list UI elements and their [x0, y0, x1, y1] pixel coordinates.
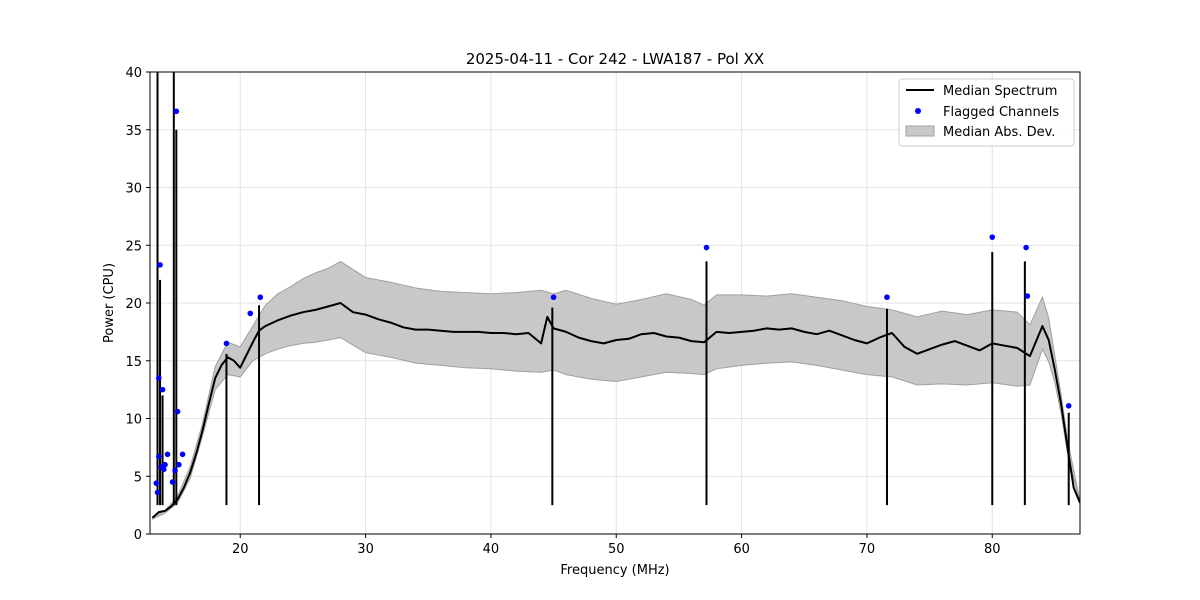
- flagged-channel-point: [172, 467, 178, 474]
- y-tick-label: 20: [125, 297, 142, 312]
- x-axis-ticks: 20 30 40 50 60 70 80: [232, 534, 1001, 557]
- y-tick-label: 30: [125, 182, 142, 197]
- legend-median-label: Median Spectrum: [943, 84, 1057, 99]
- y-tick-label: 5: [134, 470, 142, 485]
- y-tick-label: 15: [125, 355, 142, 370]
- x-axis-label: Frequency (MHz): [560, 563, 669, 578]
- y-tick-label: 40: [125, 66, 142, 81]
- flagged-channel-point: [703, 244, 710, 251]
- flagged-channel-point: [223, 340, 230, 347]
- legend-flagged-swatch: [915, 108, 921, 114]
- chart-title: 2025-04-11 - Cor 242 - LWA187 - Pol XX: [466, 50, 764, 68]
- x-tick-label: 60: [733, 542, 750, 557]
- flagged-channel-point: [169, 479, 176, 485]
- flagged-channel-point: [989, 234, 996, 240]
- flagged-channel-point: [155, 453, 162, 460]
- flagged-channel-point: [173, 108, 180, 115]
- y-tick-label: 10: [125, 413, 142, 428]
- flagged-channel-point: [164, 451, 171, 458]
- y-axis-ticks: 0 5 10 15 20 25 30 35 40: [125, 66, 150, 543]
- flagged-channel-point: [1023, 244, 1029, 251]
- flagged-channel-point: [174, 408, 181, 415]
- flagged-channel-point: [179, 451, 186, 458]
- x-tick-label: 50: [608, 542, 625, 557]
- flagged-channel-point: [153, 480, 160, 486]
- legend-box: [898, 78, 1075, 147]
- x-tick-label: 30: [357, 542, 374, 557]
- legend-mad-label: Median Abs. Dev.: [943, 125, 1055, 140]
- x-tick-label: 80: [984, 542, 1001, 557]
- flagged-channel-point: [257, 294, 264, 301]
- y-tick-label: 25: [125, 239, 142, 254]
- flagged-channel-point: [155, 375, 162, 381]
- y-axis-label: Power (CPU): [102, 263, 117, 343]
- median-abs-dev-band: [152, 260, 1080, 520]
- x-tick-label: 20: [232, 542, 249, 557]
- flagged-channel-point: [159, 386, 166, 393]
- legend-mad-swatch: [905, 125, 935, 137]
- legend-flagged-label: Flagged Channels: [943, 105, 1059, 120]
- x-tick-label: 70: [859, 542, 876, 557]
- flagged-channel-point: [154, 489, 161, 496]
- x-tick-label: 40: [483, 542, 500, 557]
- flagged-channel-point: [160, 466, 167, 473]
- flagged-channel-point: [1024, 293, 1031, 299]
- flagged-channel-point: [550, 294, 557, 301]
- flagged-channel-point: [157, 262, 163, 268]
- flagged-channel-point: [247, 310, 254, 317]
- plot-area: [151, 72, 1080, 520]
- y-tick-label: 0: [134, 528, 142, 543]
- flagged-channel-point: [176, 461, 182, 468]
- flagged-channel-point: [1065, 402, 1072, 409]
- flagged-channel-point: [884, 294, 890, 301]
- y-tick-label: 35: [125, 124, 142, 139]
- median-spectrum-line: [151, 302, 1080, 519]
- legend: Median Spectrum Flagged Channels Median …: [898, 78, 1075, 147]
- flagged-channel-point: [162, 461, 168, 468]
